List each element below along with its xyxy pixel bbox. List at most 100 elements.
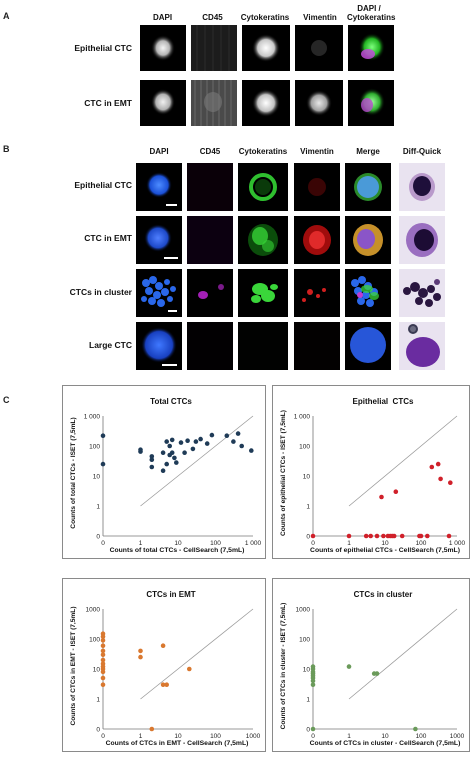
chart-title: Total CTCs (150, 397, 192, 406)
chart-point (149, 726, 155, 732)
chart-y-tick-label: 1000 (296, 607, 311, 614)
chart-point (100, 634, 106, 639)
panel-b-col-vimentin: Vimentin (300, 147, 334, 156)
chart-x-tick-label: 1 (347, 540, 351, 547)
panel-label-b: B (3, 144, 10, 154)
panel-b-cluster-cd45-image (187, 269, 233, 317)
chart-point (187, 666, 192, 672)
chart-point (448, 480, 453, 485)
panel-b-large-dapi-image (136, 322, 182, 370)
chart-x-label: Counts of total CTCs - CellSearch (7,5mL… (110, 547, 245, 554)
chart-point (346, 664, 352, 669)
chart-x-tick-label: 10 (381, 733, 389, 740)
chart-point (310, 678, 316, 684)
chart-x-tick-label: 10 (174, 733, 182, 740)
chart-identity-line (140, 608, 254, 700)
scale-bar (164, 257, 178, 259)
chart-epithelial-ctcs-svg: Epithelial CTCs Counts of epithelial CTC… (280, 397, 466, 554)
chart-ctcs-in-emt: CTCs in EMT Counts of CTCs in EMT - ISET… (62, 578, 266, 752)
chart-y-tick-label: 1 (306, 504, 310, 511)
chart-point (169, 450, 175, 455)
chart-x-label: Counts of CTCs in EMT - CellSearch (7,5m… (106, 740, 249, 747)
chart-point (160, 450, 166, 455)
panel-b-epithelial-cytokeratins-image (238, 163, 288, 211)
panel-b-emt-cytokeratins-image (238, 216, 288, 264)
chart-point (249, 448, 254, 453)
chart-x-tick-label: 1000 (246, 733, 261, 740)
chart-point (346, 533, 352, 539)
panel-b-row-epithelial: Epithelial CTC (74, 180, 132, 190)
chart-point (190, 446, 196, 452)
chart-ctcs-in-cluster: CTCs in cluster Counts of CTCs in cluste… (272, 578, 470, 752)
chart-point (193, 439, 199, 444)
chart-y-tick-label: 0 (306, 727, 310, 734)
chart-point (413, 726, 418, 732)
scale-bar (168, 310, 177, 312)
chart-x-tick-label: 0 (101, 540, 105, 547)
panel-a-col-cd45: CD45 (202, 13, 223, 22)
chart-point (310, 533, 316, 539)
chart-point (310, 726, 316, 732)
chart-point (100, 638, 106, 643)
panel-b-cluster-diffquick-image (399, 269, 445, 317)
chart-x-tick-label: 10 (381, 540, 389, 547)
chart-x-label: Counts of epithelial CTCs - CellSearch (… (310, 547, 460, 554)
chart-point (379, 494, 384, 500)
chart-total-ctcs-svg: Total CTCs Counts of total CTCs - ISET (… (70, 397, 262, 554)
chart-point (164, 461, 169, 467)
panel-b-large-diffquick-image (399, 322, 445, 370)
chart-point (100, 652, 106, 657)
chart-x-tick-label: 100 (416, 733, 427, 740)
panel-b-large-vimentin-image (294, 322, 340, 370)
panel-a-epithelial-cd45-image (191, 25, 237, 71)
panel-a-emt-cd45-image (191, 80, 237, 126)
panel-a-epithelial-merge-image (348, 25, 394, 71)
chart-point (149, 464, 155, 470)
panel-a-row-emt: CTC in EMT (84, 98, 132, 108)
chart-ctcs-in-cluster-svg: CTCs in cluster Counts of CTCs in cluste… (280, 590, 465, 747)
panel-b-col-cd45: CD45 (199, 147, 221, 156)
chart-x-tick-label: 0 (311, 540, 315, 547)
panel-a-emt-vimentin-image (295, 80, 343, 126)
chart-epithelial-ctcs: Epithelial CTCs Counts of epithelial CTC… (272, 385, 470, 559)
chart-y-tick-label: 1 000 (294, 414, 311, 421)
chart-point (138, 654, 143, 660)
chart-identity-line (348, 608, 458, 700)
panel-b-row-emt: CTC in EMT (84, 233, 132, 243)
chart-x-tick-label: 0 (311, 733, 315, 740)
panel-label-a: A (3, 11, 10, 21)
panel-b-row-large: Large CTC (89, 340, 132, 350)
chart-point (160, 643, 166, 648)
chart-title: Epithelial CTCs (353, 397, 414, 406)
chart-y-tick-label: 100 (299, 637, 310, 644)
panel-b-col-dapi: DAPI (149, 147, 169, 156)
chart-point (391, 533, 397, 539)
chart-point (138, 648, 143, 654)
panel-b-large-cd45-image (187, 322, 233, 370)
chart-point (185, 438, 190, 443)
chart-y-tick-label: 100 (89, 637, 100, 644)
panel-b-large-cytokeratins-image (238, 322, 288, 370)
chart-ctcs-in-emt-svg: CTCs in EMT Counts of CTCs in EMT - ISET… (70, 590, 261, 747)
chart-point (209, 432, 215, 438)
chart-point (100, 675, 106, 681)
scale-bar (162, 364, 177, 366)
chart-y-label: Counts of CTCs in cluster - ISET (7,5mL) (280, 603, 287, 730)
chart-y-tick-label: 100 (299, 444, 310, 451)
chart-point (418, 533, 424, 539)
panel-a-col-merge: DAPI / Cytokeratins (347, 4, 396, 22)
chart-point (438, 476, 443, 482)
chart-y-tick-label: 10 (303, 474, 311, 481)
chart-point (149, 454, 155, 459)
chart-x-tick-label: 1 (139, 540, 143, 547)
chart-y-label: Counts of CTCs in EMT - ISET (7,5mL) (70, 606, 77, 725)
chart-x-tick-label: 1000 (450, 733, 465, 740)
panel-a-epithelial-dapi-image (140, 25, 186, 71)
chart-point (138, 447, 143, 452)
panel-b-col-merge: Merge (356, 147, 380, 156)
chart-x-tick-label: 1 (347, 733, 351, 740)
chart-x-label: Counts of CTCs in cluster - CellSearch (… (310, 740, 461, 747)
panel-label-c: C (3, 395, 10, 405)
chart-point (368, 533, 373, 539)
chart-identity-line (348, 415, 458, 507)
